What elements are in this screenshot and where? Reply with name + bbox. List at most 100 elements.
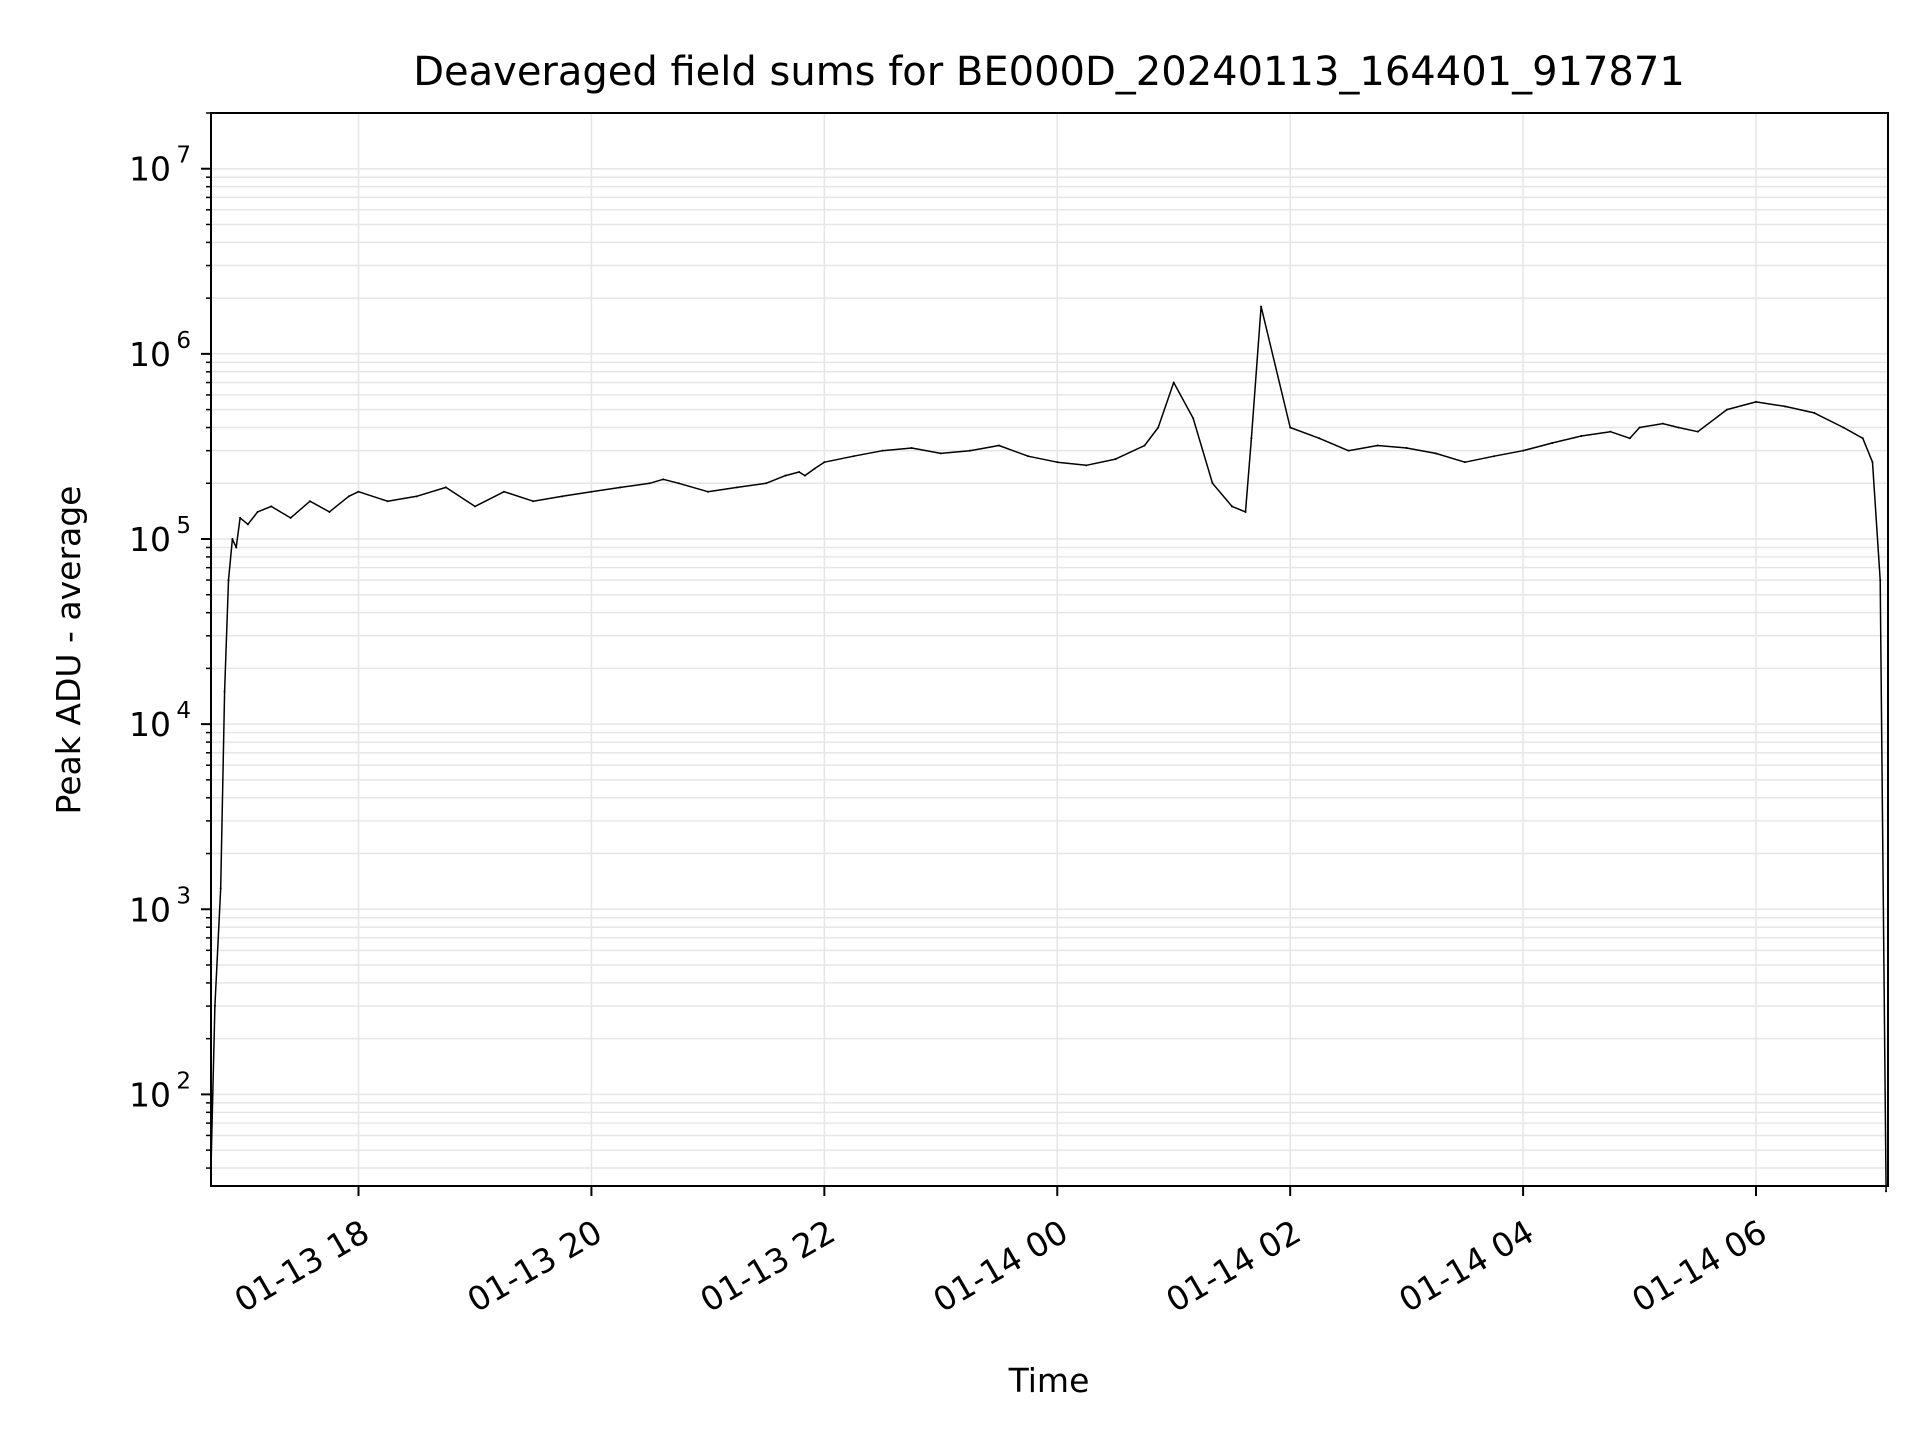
data-point (1871, 461, 1874, 464)
data-point (1157, 426, 1160, 429)
data-point (1143, 444, 1146, 447)
data-point (1885, 1190, 1888, 1193)
data-point (1260, 305, 1263, 308)
data-point (662, 478, 665, 481)
data-point (813, 467, 816, 470)
data-point (1114, 458, 1117, 461)
data-point (561, 495, 564, 498)
data-point (1230, 505, 1233, 508)
data-point (1813, 411, 1816, 414)
data-point (415, 495, 418, 498)
data-point (444, 486, 447, 489)
data-point (677, 482, 680, 485)
data-point (227, 579, 230, 582)
data-point (1347, 449, 1350, 452)
data-point (803, 474, 806, 477)
data-point (1725, 408, 1728, 411)
data-point (798, 471, 801, 474)
data-point (910, 447, 913, 450)
data-point (219, 887, 222, 890)
data-point (1677, 426, 1680, 429)
data-point (1027, 455, 1030, 458)
y-tick-label: 10 (129, 520, 171, 559)
data-point (473, 505, 476, 508)
data-point (1580, 435, 1583, 438)
data-point (213, 1005, 216, 1008)
data-point (736, 486, 739, 489)
data-point (347, 495, 350, 498)
data-point (1289, 426, 1292, 429)
data-point (1628, 437, 1631, 440)
data-point (968, 449, 971, 452)
data-point (590, 490, 593, 493)
y-tick-label: 10 (129, 705, 171, 744)
y-tick-label: 10 (129, 890, 171, 929)
data-point (998, 444, 1001, 447)
data-point (1056, 461, 1059, 464)
data-point (532, 500, 535, 503)
data-point (1609, 430, 1612, 433)
data-point (1661, 422, 1664, 425)
data-point (1405, 447, 1408, 450)
chart-title: Deaveraged field sums for BE000D_2024011… (413, 49, 1685, 95)
data-point (648, 482, 651, 485)
y-tick-exponent: 6 (176, 328, 191, 354)
y-axis-label: Peak ADU - average (49, 486, 88, 815)
data-point (1211, 482, 1214, 485)
data-point (328, 510, 331, 513)
plot-frame (210, 112, 1889, 1187)
data-point (1085, 464, 1088, 467)
data-point (1842, 426, 1845, 429)
data-point (823, 461, 826, 464)
data-point (765, 482, 768, 485)
data-point (1755, 400, 1758, 403)
data-point (619, 486, 622, 489)
series-layer (210, 305, 1888, 1193)
y-tick-exponent: 4 (176, 698, 191, 724)
data-point (939, 452, 942, 455)
y-tick-exponent: 5 (176, 513, 191, 539)
data-point (503, 490, 506, 493)
data-point (1192, 417, 1195, 420)
data-point (1696, 430, 1699, 433)
data-point (289, 516, 292, 519)
data-point (1244, 510, 1247, 513)
y-tick-exponent: 7 (176, 143, 191, 169)
data-point (1172, 381, 1175, 384)
y-tick-exponent: 2 (176, 1068, 191, 1094)
data-point (256, 510, 259, 513)
data-point (1551, 441, 1554, 444)
data-point (1861, 437, 1864, 440)
data-point (235, 546, 238, 549)
data-point (784, 474, 787, 477)
y-tick-label: 10 (129, 150, 171, 189)
data-point (1463, 461, 1466, 464)
data-point (1784, 405, 1787, 408)
data-point (386, 500, 389, 503)
data-point (1318, 437, 1321, 440)
data-point (308, 500, 311, 503)
data-point (1638, 426, 1641, 429)
data-point (1250, 437, 1253, 440)
data-point (852, 455, 855, 458)
data-point (223, 690, 226, 693)
data-point (231, 537, 234, 540)
grid-layer (211, 112, 1888, 1186)
data-point (1434, 452, 1437, 455)
data-point (246, 523, 249, 526)
data-point (270, 505, 273, 508)
x-axis-label: Time (1008, 1361, 1090, 1400)
y-tick-label: 10 (129, 1075, 171, 1114)
y-tick-label: 10 (129, 335, 171, 374)
data-point (1879, 579, 1882, 582)
data-point (1492, 455, 1495, 458)
data-point (706, 490, 709, 493)
data-point (881, 449, 884, 452)
data-point (239, 516, 242, 519)
data-point (1522, 449, 1525, 452)
data-point (357, 490, 360, 493)
data-point (1376, 444, 1379, 447)
